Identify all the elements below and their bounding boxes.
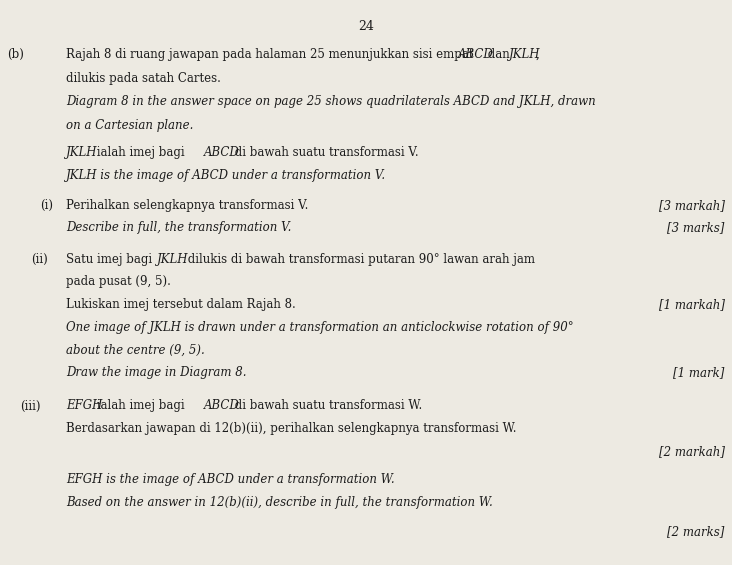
Text: ABCD: ABCD <box>203 399 239 412</box>
Text: JKLH is the image of ABCD under a transformation V.: JKLH is the image of ABCD under a transf… <box>66 170 386 182</box>
Text: about the centre (9, 5).: about the centre (9, 5). <box>66 344 205 357</box>
Text: [1 mark]: [1 mark] <box>673 366 725 379</box>
Text: Draw the image in Diagram 8.: Draw the image in Diagram 8. <box>66 366 247 379</box>
Text: Rajah 8 di ruang jawapan pada halaman 25 menunjukkan sisi empat: Rajah 8 di ruang jawapan pada halaman 25… <box>66 48 477 61</box>
Text: One image of JKLH is drawn under a transformation an anticlockwise rotation of 9: One image of JKLH is drawn under a trans… <box>66 321 573 334</box>
Text: JKLH: JKLH <box>66 146 97 159</box>
Text: Berdasarkan jawapan di 12(b)(ii), perihalkan selengkapnya transformasi W.: Berdasarkan jawapan di 12(b)(ii), periha… <box>66 422 516 435</box>
Text: Perihalkan selengkapnya transformasi V.: Perihalkan selengkapnya transformasi V. <box>66 199 308 212</box>
Text: Based on the answer in 12(b)(ii), describe in full, the transformation W.: Based on the answer in 12(b)(ii), descri… <box>66 496 493 509</box>
Text: EFGH is the image of ABCD under a transformation W.: EFGH is the image of ABCD under a transf… <box>66 473 395 486</box>
Text: [1 markah]: [1 markah] <box>659 298 725 311</box>
Text: Diagram 8 in the answer space on page 25 shows quadrilaterals ABCD and JKLH, dra: Diagram 8 in the answer space on page 25… <box>66 95 596 108</box>
Text: dilukis di bawah transformasi putaran 90° lawan arah jam: dilukis di bawah transformasi putaran 90… <box>184 253 535 266</box>
Text: (iii): (iii) <box>20 399 40 412</box>
Text: di bawah suatu transformasi V.: di bawah suatu transformasi V. <box>231 146 418 159</box>
Text: ,: , <box>536 48 539 61</box>
Text: ABCD: ABCD <box>203 146 239 159</box>
Text: (i): (i) <box>40 199 53 212</box>
Text: Satu imej bagi: Satu imej bagi <box>66 253 156 266</box>
Text: (b): (b) <box>7 48 24 61</box>
Text: [2 markah]: [2 markah] <box>659 445 725 458</box>
Text: 24: 24 <box>358 20 374 33</box>
Text: EFGH: EFGH <box>66 399 102 412</box>
Text: on a Cartesian plane.: on a Cartesian plane. <box>66 119 193 132</box>
Text: Describe in full, the transformation V.: Describe in full, the transformation V. <box>66 221 291 234</box>
Text: JKLH: JKLH <box>509 48 540 61</box>
Text: [2 marks]: [2 marks] <box>668 525 725 538</box>
Text: (ii): (ii) <box>31 253 48 266</box>
Text: [3 marks]: [3 marks] <box>668 221 725 234</box>
Text: dan: dan <box>484 48 513 61</box>
Text: pada pusat (9, 5).: pada pusat (9, 5). <box>66 275 171 288</box>
Text: di bawah suatu transformasi W.: di bawah suatu transformasi W. <box>231 399 422 412</box>
Text: JKLH: JKLH <box>157 253 188 266</box>
Text: ialah imej bagi: ialah imej bagi <box>93 399 188 412</box>
Text: ialah imej bagi: ialah imej bagi <box>93 146 188 159</box>
Text: dilukis pada satah Cartes.: dilukis pada satah Cartes. <box>66 72 221 85</box>
Text: ABCD: ABCD <box>458 48 494 61</box>
Text: [3 markah]: [3 markah] <box>659 199 725 212</box>
Text: Lukiskan imej tersebut dalam Rajah 8.: Lukiskan imej tersebut dalam Rajah 8. <box>66 298 296 311</box>
